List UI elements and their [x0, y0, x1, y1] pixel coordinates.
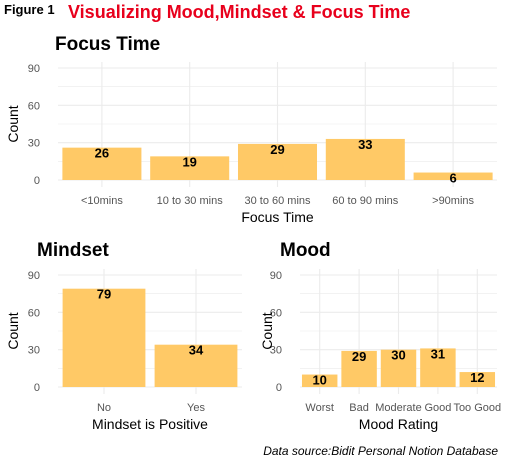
- mindset-y-tick-label: 90: [28, 270, 40, 282]
- mindset-y-tick-label: 60: [28, 307, 40, 319]
- mood-y-tick-label: 0: [276, 382, 282, 394]
- mindset-y-tick-label: 30: [28, 345, 40, 357]
- focus-time-x-tick-label: >90mins: [432, 195, 474, 207]
- main-title: Visualizing Mood,Mindset & Focus Time: [68, 2, 411, 22]
- focus-time-x-axis-label: Focus Time: [241, 209, 314, 225]
- mood-data-label: 10: [312, 373, 326, 388]
- mood-y-tick-label: 90: [270, 270, 282, 282]
- mood-x-tick-label: Bad: [349, 402, 369, 414]
- focus-time-data-label: 19: [182, 154, 196, 169]
- mood-data-label: 31: [431, 346, 445, 361]
- mood-data-label: 30: [391, 348, 405, 363]
- focus-time-bar: [150, 156, 230, 180]
- mood-bar: [301, 374, 338, 387]
- mood-bar: [459, 372, 496, 387]
- focus-time-bar: [62, 147, 142, 180]
- mood-bar: [380, 349, 417, 387]
- mood-y-tick-label: 60: [270, 307, 282, 319]
- mindset-data-label: 79: [97, 287, 111, 302]
- focus-time-y-tick-label: 30: [28, 138, 40, 150]
- mindset-y-tick-label: 0: [34, 382, 40, 394]
- mood-x-axis-label: Mood Rating: [359, 416, 438, 432]
- mindset-data-label: 34: [189, 343, 204, 358]
- mindset-bar: [62, 288, 146, 387]
- focus-time-x-tick-label: 30 to 60 mins: [244, 195, 311, 207]
- mood-data-label: 12: [470, 370, 484, 385]
- focus-time-y-axis-label: Count: [5, 105, 21, 142]
- mindset-x-tick-label: Yes: [187, 402, 205, 414]
- mindset-x-axis-label: Mindset is Positive: [92, 416, 208, 432]
- focus-time-bar: [413, 172, 493, 180]
- mindset-y-axis-label: Count: [5, 312, 21, 349]
- focus-time-data-label: 33: [358, 137, 372, 152]
- mindset-x-tick-label: No: [97, 402, 111, 414]
- focus-time-panel-title: Focus Time: [55, 34, 160, 55]
- mood-y-axis-label: Count: [259, 312, 275, 349]
- mindset-panel-title: Mindset: [37, 240, 109, 261]
- mood-x-tick-label: Worst: [305, 402, 334, 414]
- focus-time-y-tick-label: 60: [28, 100, 40, 112]
- mood-bar: [420, 348, 456, 387]
- mindset-bar: [154, 344, 238, 387]
- mood-x-tick-label: Too Good: [453, 402, 501, 414]
- focus-time-data-label: 26: [95, 146, 109, 161]
- focus-time-x-tick-label: 60 to 90 mins: [332, 195, 399, 207]
- focus-time-data-label: 29: [270, 142, 284, 157]
- data-source-note: Data source:Bidit Personal Notion Databa…: [263, 444, 498, 458]
- mood-x-tick-label: Moderate: [375, 402, 421, 414]
- figure-label: Figure 1: [4, 2, 55, 17]
- focus-time-y-tick-label: 0: [34, 175, 40, 187]
- focus-time-y-tick-label: 90: [28, 63, 40, 75]
- focus-time-bar: [325, 138, 405, 180]
- focus-time-x-tick-label: <10mins: [81, 195, 123, 207]
- mood-y-tick-label: 30: [270, 345, 282, 357]
- focus-time-data-label: 6: [449, 171, 456, 186]
- mood-x-tick-label: Good: [424, 402, 451, 414]
- focus-time-bar: [237, 143, 318, 180]
- focus-time-x-tick-label: 10 to 30 mins: [157, 195, 224, 207]
- mood-panel-title: Mood: [280, 240, 331, 261]
- mood-bar: [341, 350, 377, 387]
- mood-data-label: 29: [352, 349, 366, 364]
